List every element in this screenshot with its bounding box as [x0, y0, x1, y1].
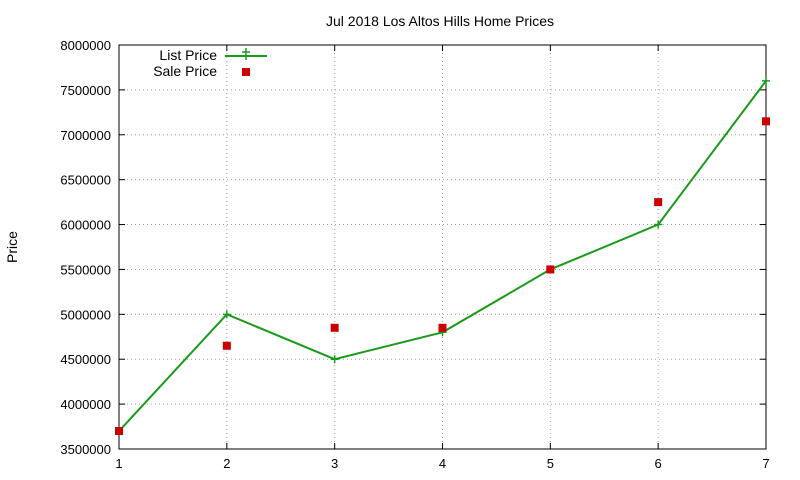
sale-price-point [115, 427, 123, 436]
legend-label-list-price: List Price [159, 47, 217, 63]
axis-ticks: 3500000 4000000 4500000 5000000 5500000 60000… [60, 38, 769, 471]
legend-label-sale-price: Sale Price [153, 63, 217, 79]
list-price-point [330, 355, 339, 364]
y-tick-label: 7000000 [60, 128, 111, 143]
legend-marker-sale-price [242, 68, 250, 76]
y-tick-label: 5000000 [60, 307, 111, 322]
sale-price-point [762, 117, 770, 126]
x-tick-label: 5 [547, 456, 554, 471]
y-tick-label: 6500000 [60, 173, 111, 188]
grid-lines [119, 45, 766, 449]
y-tick-label: 7500000 [60, 83, 111, 98]
x-tick-label: 7 [762, 456, 769, 471]
sale-price-point [654, 198, 663, 207]
y-tick-label: 5500000 [60, 262, 111, 277]
x-tick-label: 4 [439, 456, 446, 471]
y-tick-label: 8000000 [60, 38, 111, 53]
sale-price-point [330, 323, 339, 332]
chart-title: Jul 2018 Los Altos Hills Home Prices [326, 13, 554, 29]
y-tick-label: 4500000 [60, 352, 111, 367]
y-tick-label: 4000000 [60, 397, 111, 412]
y-tick-label: 6000000 [60, 218, 111, 233]
y-tick-label: 3500000 [60, 442, 111, 457]
x-tick-label: 6 [655, 456, 662, 471]
x-tick-label: 3 [331, 456, 338, 471]
x-tick-label: 1 [115, 456, 122, 471]
list-price-point [222, 310, 231, 319]
series-layer [115, 76, 770, 436]
legend-marker-list-price [242, 48, 250, 60]
sale-price-point [546, 265, 555, 274]
list-price-point [654, 220, 663, 229]
list-price-point [762, 76, 770, 85]
sale-price-point [222, 341, 231, 350]
sale-price-point [438, 323, 447, 332]
x-tick-label: 2 [223, 456, 230, 471]
legend: List Price Sale Price [153, 47, 267, 79]
y-axis-label: Price [4, 231, 20, 263]
